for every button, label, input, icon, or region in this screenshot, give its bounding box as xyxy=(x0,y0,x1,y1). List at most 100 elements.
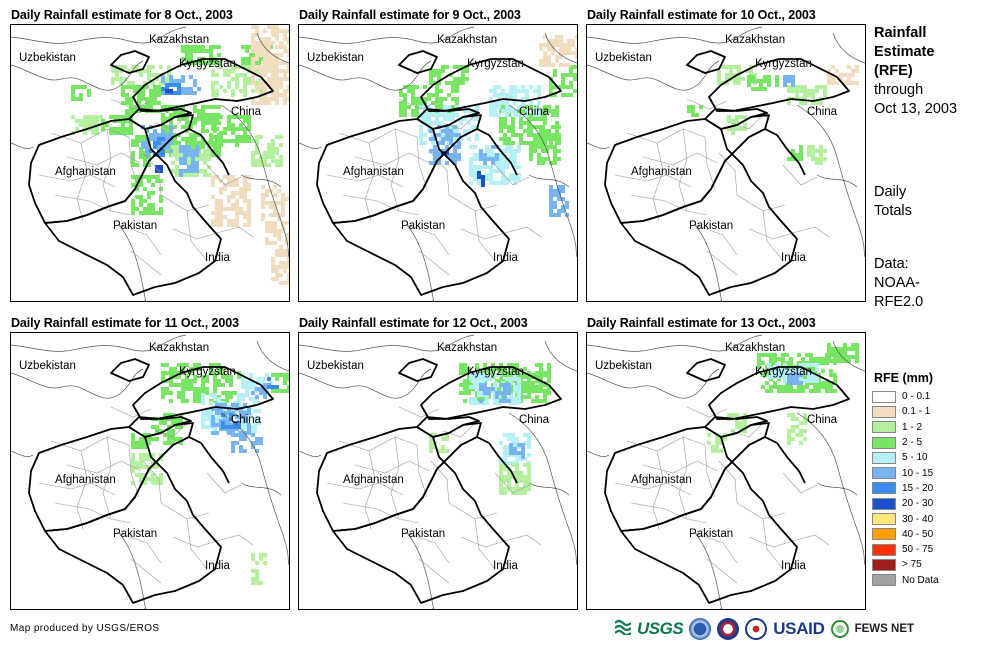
logos: USGS USAID FEWS NET xyxy=(614,618,915,640)
national-borders xyxy=(604,358,850,604)
side-daily-totals: Daily Totals xyxy=(874,183,912,221)
country-label-pakistan: Pakistan xyxy=(401,220,445,232)
country-label-india: India xyxy=(493,252,519,264)
legend-item: 30 - 40 xyxy=(872,511,939,526)
country-label-uzbekistan: Uzbekistan xyxy=(595,52,652,64)
country-label-kyrgyzstan: Kyrgyzstan xyxy=(755,58,812,70)
panel-title: Daily Rainfall estimate for 9 Oct., 2003 xyxy=(299,8,521,22)
legend-label: 5 - 10 xyxy=(902,452,928,464)
country-label-afghanistan: Afghanistan xyxy=(631,474,692,486)
side-date: Oct 13, 2003 xyxy=(874,101,958,117)
country-label-kazakhstan: Kazakhstan xyxy=(149,34,209,46)
usgs-logo: USGS xyxy=(637,619,684,638)
legend-swatch xyxy=(872,390,896,403)
fews-globe-icon xyxy=(830,620,849,638)
country-label-kazakhstan: Kazakhstan xyxy=(725,342,785,354)
legend-item: 0.1 - 1 xyxy=(872,404,939,419)
regional-borders xyxy=(11,26,289,301)
legend-swatch xyxy=(872,482,896,495)
country-label-kazakhstan: Kazakhstan xyxy=(437,342,497,354)
panel-title: Daily Rainfall estimate for 13 Oct., 200… xyxy=(587,316,816,330)
credit-text: Map produced by USGS/EROS xyxy=(10,623,160,634)
country-label-afghanistan: Afghanistan xyxy=(343,474,404,486)
legend-label: 0 - 0.1 xyxy=(902,391,931,403)
country-label-india: India xyxy=(781,560,807,572)
rainfall-map: Kazakhstan Uzbekistan Kyrgyzstan China Afgha… xyxy=(586,332,866,610)
country-label-afghanistan: Afghanistan xyxy=(343,166,404,178)
fews-net-logo: FEWS NET xyxy=(854,623,915,635)
legend-label: 10 - 15 xyxy=(902,467,934,479)
regional-borders xyxy=(299,26,577,301)
legend-label: 50 - 75 xyxy=(902,544,934,556)
regional-borders xyxy=(587,26,865,301)
country-label-kazakhstan: Kazakhstan xyxy=(437,34,497,46)
legend-item: > 75 xyxy=(872,557,939,572)
legend-label: 0.1 - 1 xyxy=(902,406,931,418)
nasa-seal-icon xyxy=(717,618,740,640)
country-label-kyrgyzstan: Kyrgyzstan xyxy=(755,366,812,378)
side-data3: RFE2.0 xyxy=(874,294,924,310)
country-label-india: India xyxy=(205,560,231,572)
country-label-kazakhstan: Kazakhstan xyxy=(149,342,209,354)
country-label-afghanistan: Afghanistan xyxy=(55,166,116,178)
country-label-pakistan: Pakistan xyxy=(113,220,157,232)
legend-label: 15 - 20 xyxy=(902,482,934,494)
panel-title: Daily Rainfall estimate for 10 Oct., 200… xyxy=(587,8,816,22)
rainfall-map: Kazakhstan Uzbekistan Kyrgyzstan China Afgha… xyxy=(10,332,290,610)
legend-item: No Data xyxy=(872,573,939,588)
legend-item: 5 - 10 xyxy=(872,450,939,465)
country-label-india: India xyxy=(493,560,519,572)
noaa-seal-icon xyxy=(689,618,712,640)
panel-title: Daily Rainfall estimate for 12 Oct., 200… xyxy=(299,316,528,330)
side-data2: NOAA- xyxy=(874,275,920,291)
country-label-pakistan: Pakistan xyxy=(689,528,733,540)
country-label-china: China xyxy=(231,106,262,118)
country-label-china: China xyxy=(519,414,550,426)
legend-label: 1 - 2 xyxy=(902,421,923,433)
country-label-afghanistan: Afghanistan xyxy=(55,474,116,486)
side-title-line1: Rainfall xyxy=(874,25,927,41)
panel-title: Daily Rainfall estimate for 11 Oct., 200… xyxy=(11,316,239,330)
country-label-uzbekistan: Uzbekistan xyxy=(19,360,76,372)
side-data-source: Data: NOAA- RFE2.0 xyxy=(874,255,923,312)
legend-label: > 75 xyxy=(902,559,922,571)
country-label-uzbekistan: Uzbekistan xyxy=(307,52,364,64)
usaid-logo: USAID xyxy=(773,619,825,638)
legend-label: No Data xyxy=(902,574,939,586)
legend-swatch xyxy=(872,558,896,571)
country-label-kazakhstan: Kazakhstan xyxy=(725,34,785,46)
legend-label: 30 - 40 xyxy=(902,513,934,525)
usgs-wave-icon xyxy=(614,619,632,640)
legend-swatch xyxy=(872,528,896,541)
legend-label: 20 - 30 xyxy=(902,498,934,510)
side-daily1: Daily xyxy=(874,184,907,200)
side-title-line2: Estimate xyxy=(874,44,935,60)
rainfall-map: Kazakhstan Uzbekistan Kyrgyzstan China Afgha… xyxy=(298,332,578,610)
panel-title: Daily Rainfall estimate for 8 Oct., 2003 xyxy=(11,8,233,22)
legend-swatch xyxy=(872,467,896,480)
legend-item: 1 - 2 xyxy=(872,420,939,435)
province-borders xyxy=(38,406,254,584)
legend-item: 0 - 0.1 xyxy=(872,389,939,404)
regional-borders xyxy=(11,334,289,609)
province-borders xyxy=(326,98,542,276)
legend-swatch xyxy=(872,421,896,434)
legend-item: 40 - 50 xyxy=(872,527,939,542)
country-label-kyrgyzstan: Kyrgyzstan xyxy=(179,366,236,378)
country-label-china: China xyxy=(231,414,262,426)
legend-label: 40 - 50 xyxy=(902,528,934,540)
regional-borders xyxy=(299,334,577,609)
legend-item: 15 - 20 xyxy=(872,481,939,496)
country-label-china: China xyxy=(807,106,838,118)
legend-swatch xyxy=(872,436,896,449)
province-borders xyxy=(326,406,542,584)
rainfall-map: Kazakhstan Uzbekistan Kyrgyzstan China Afgha… xyxy=(10,24,290,302)
usaid-seal-icon xyxy=(745,618,768,640)
side-daily2: Totals xyxy=(874,203,912,219)
legend: RFE (mm) 0 - 0.1 0.1 - 1 1 - 2 2 - 5 5 - 10 1… xyxy=(872,371,939,588)
side-title: Rainfall Estimate (RFE) through Oct 13, … xyxy=(874,24,957,119)
legend-swatch xyxy=(872,543,896,556)
country-label-kyrgyzstan: Kyrgyzstan xyxy=(467,58,524,70)
country-label-pakistan: Pakistan xyxy=(689,220,733,232)
province-borders xyxy=(614,98,830,276)
